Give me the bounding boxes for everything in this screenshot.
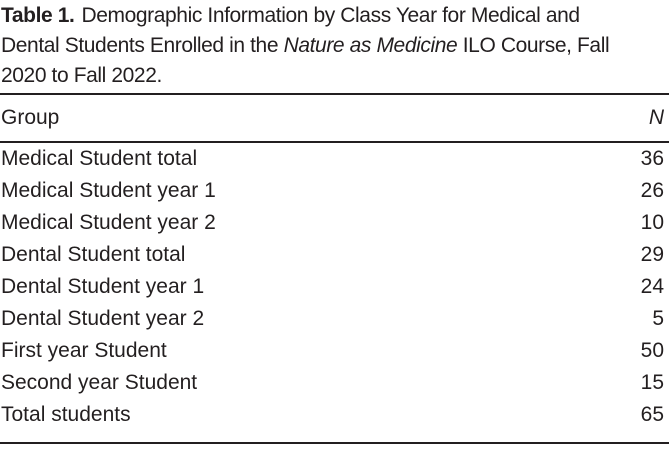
group-cell: Dental Student year 2: [1, 307, 205, 330]
table-body: Medical Student total 36 Medical Student y…: [0, 142, 669, 431]
table-row: Dental Student year 1 24: [0, 271, 669, 303]
table-row: Total students 65: [0, 399, 669, 431]
course-name-italic: Nature as Medicine: [283, 34, 458, 57]
table-row: Dental Student total 29: [0, 239, 669, 271]
table-row: Medical Student year 2 10: [0, 207, 669, 239]
caption-line-3: 2020 to Fall 2022.: [1, 64, 162, 87]
caption-text-2b: ILO Course, Fall: [462, 34, 610, 57]
demographics-table: Group N Medical Student total 36 Medical S…: [0, 93, 669, 431]
table-row: Second year Student 15: [0, 367, 669, 399]
n-cell: 29: [640, 243, 664, 266]
table-number-label: Table 1.: [1, 4, 75, 27]
table-container: Group N Medical Student total 36 Medical S…: [0, 93, 669, 444]
n-cell: 65: [640, 403, 664, 426]
group-cell: Medical Student year 1: [1, 179, 216, 202]
group-cell: Medical Student total: [1, 147, 198, 170]
group-column-header: Group: [0, 93, 584, 143]
group-cell: Medical Student year 2: [1, 211, 216, 234]
n-column-header: N: [584, 93, 669, 143]
table-row: First year Student 50: [0, 335, 669, 367]
group-cell: Dental Student total: [1, 243, 186, 266]
n-cell: 36: [640, 147, 664, 170]
group-cell: Total students: [1, 403, 131, 426]
table-header: Group N: [0, 93, 669, 143]
table-row: Dental Student year 2 5: [0, 303, 669, 335]
n-cell: 5: [652, 307, 664, 330]
n-cell: 15: [640, 371, 664, 394]
group-cell: First year Student: [1, 339, 167, 362]
table-row: Medical Student total 36: [0, 142, 669, 175]
n-cell: 26: [640, 179, 664, 202]
group-cell: Dental Student year 1: [1, 275, 205, 298]
n-cell: 24: [640, 275, 664, 298]
caption-line-2: Dental Students Enrolled in the Nature a…: [1, 31, 669, 61]
caption-line-1: Table 1. Demographic Information by Class…: [1, 1, 669, 31]
header-row: Group N: [0, 93, 669, 143]
caption-text-1: Demographic Information by Class Year fo…: [81, 4, 580, 27]
group-cell: Second year Student: [1, 371, 198, 394]
n-cell: 50: [640, 339, 664, 362]
n-cell: 10: [640, 211, 664, 234]
table-row: Medical Student year 1 26: [0, 175, 669, 207]
table-caption: Table 1. Demographic Information by Class…: [0, 0, 669, 91]
caption-text-2a: Dental Students Enrolled in the: [1, 34, 279, 57]
